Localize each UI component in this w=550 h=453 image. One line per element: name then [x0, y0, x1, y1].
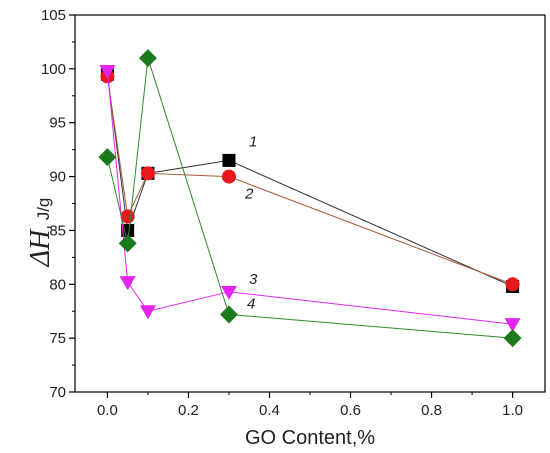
y-axis-symbol: ΔH [25, 228, 56, 267]
y-tick-label: 105 [41, 7, 66, 24]
x-tick-label: 0.6 [340, 402, 361, 419]
series-4-point [138, 49, 157, 68]
series-3-point [119, 276, 136, 291]
x-tick-label: 0.4 [259, 402, 280, 419]
y-tick-label: 90 [49, 169, 66, 186]
x-tick-label: 0.0 [97, 402, 118, 419]
y-tick-label: 75 [49, 330, 66, 347]
series-3-point [504, 318, 521, 333]
series-label-2: 2 [244, 186, 254, 203]
series-label-1: 1 [249, 133, 257, 150]
series-4-point [503, 329, 522, 348]
series-2-point [505, 277, 520, 292]
series-2-line [106, 76, 513, 285]
series-1-point [222, 153, 236, 167]
series-2-point [140, 166, 155, 181]
series-label-4: 4 [247, 295, 255, 312]
series-1 [100, 67, 520, 293]
series-4-line [106, 57, 513, 339]
series-3 [99, 65, 521, 333]
y-tick-label: 80 [49, 276, 66, 293]
x-axis-title: GO Content,% [245, 427, 375, 449]
y-tick-label: 100 [41, 61, 66, 78]
series-1-point [121, 223, 135, 237]
series-2 [100, 69, 520, 292]
series-3-point [220, 285, 237, 300]
series-1-line [106, 74, 513, 287]
series-3-point [139, 305, 156, 320]
series-label-3: 3 [249, 271, 258, 288]
series-labels: 1 2 3 4 [244, 133, 258, 312]
y-tick-label: 70 [49, 384, 66, 401]
series-layer [98, 49, 522, 348]
series-2-point [221, 169, 236, 184]
y-tick-label: 85 [49, 222, 66, 239]
y-tick-label: 95 [49, 115, 66, 132]
y-axis-title: ΔH, J/g [25, 198, 56, 268]
x-tick-label: 0.8 [421, 402, 442, 419]
y-axis-unit: , J/g [34, 198, 53, 230]
series-4 [98, 49, 522, 348]
x-tick-label: 1.0 [502, 402, 523, 419]
series-4-point [98, 148, 117, 167]
series-3-point [99, 65, 116, 80]
series-4-point [118, 234, 137, 253]
x-tick-label: 0.2 [178, 402, 199, 419]
series-3-line [106, 70, 513, 325]
series-4-point [219, 305, 238, 324]
axis-ticks: 0.0 0.2 0.4 0.6 0.8 1.0 70 75 80 85 90 95 100 105 [41, 7, 523, 419]
